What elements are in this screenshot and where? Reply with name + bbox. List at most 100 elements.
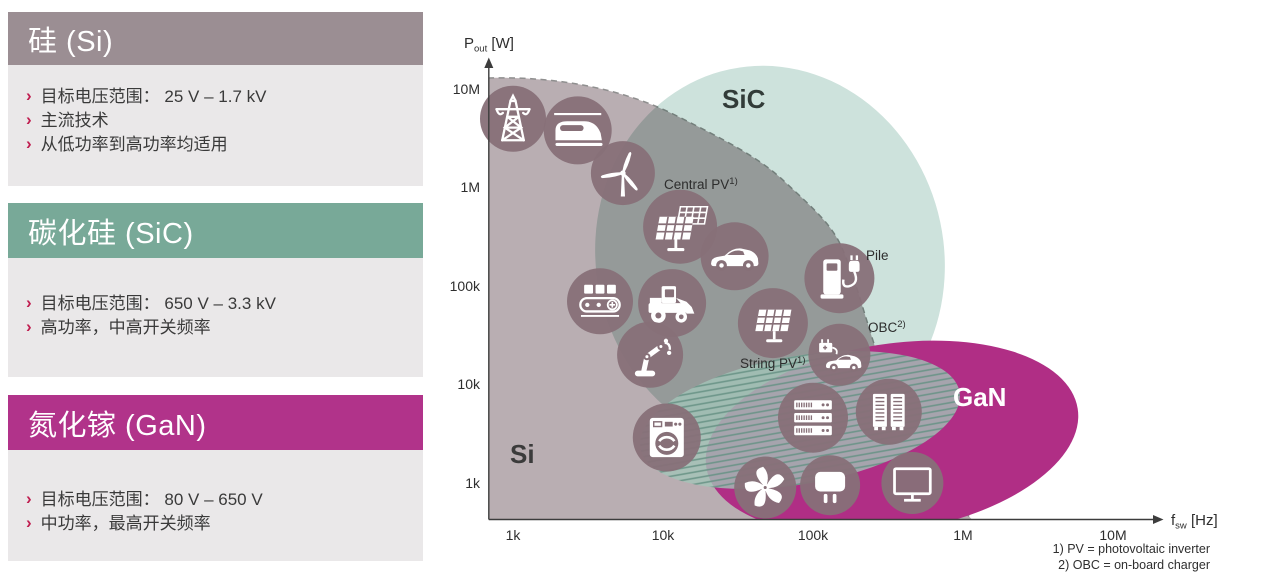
bullet-item: › 高功率，中高开关频率	[8, 316, 423, 340]
panel-gan: 氮化镓 (GaN) › 目标电压范围： 80 V – 650 V › 中功率，最高开关…	[8, 395, 423, 561]
bubble-fan	[734, 456, 797, 519]
electric-car-icon	[711, 248, 759, 271]
power-frequency-chart: Central PV1) String PV1) Pile OBC2) Si SiC …	[450, 0, 1267, 572]
y-tick-1k: 1k	[465, 475, 481, 491]
bullet-chevron-icon: ›	[26, 489, 32, 508]
solar-string-pv-icon	[755, 309, 792, 343]
x-tick-100k: 100k	[798, 527, 829, 543]
panel-sic-bullets: › 目标电压范围： 650 V – 3.3 kV › 高功率，中高开关频率	[8, 292, 423, 340]
bubble-labels: Central PV1) String PV1) Pile OBC2)	[664, 176, 906, 371]
x-tick-10M: 10M	[1099, 527, 1126, 543]
label-solar-string-pv: String PV1)	[740, 355, 805, 371]
y-tick-10k: 10k	[457, 376, 481, 392]
bubble-solar-central-pv	[643, 189, 718, 264]
solar-central-pv-icon	[655, 205, 709, 252]
y-axis-title: Pout [W]	[464, 35, 514, 55]
panel-gan-title: 氮化镓 (GaN)	[28, 409, 207, 442]
panel-gan-bullets: › 目标电压范围： 80 V – 650 V › 中功率，最高开关频率	[8, 488, 423, 536]
bullet-text: 目标电压范围： 650 V – 3.3 kV	[40, 294, 276, 313]
bullet-chevron-icon: ›	[26, 86, 32, 105]
bubble-circle	[855, 378, 922, 445]
bubble-charging-pile	[804, 243, 875, 314]
bullet-chevron-icon: ›	[26, 293, 32, 312]
label-charging-pile: Pile	[866, 248, 889, 263]
tv-monitor-icon	[893, 467, 932, 502]
footnote-2: 2) OBC = on-board charger	[1058, 558, 1210, 572]
y-tick-labels: 10M 1M 100k 10k 1k	[450, 81, 481, 491]
bubble-high-speed-train	[543, 96, 612, 165]
x-tick-labels: 1k 10k 100k 1M 10M	[506, 527, 1127, 543]
bubble-conveyor	[567, 268, 633, 335]
high-speed-train-icon	[554, 113, 603, 146]
panel-si-title: 硅 (Si)	[28, 25, 114, 58]
region-labels: Si SiC GaN	[510, 84, 1006, 469]
server-cabinet-icon	[872, 393, 905, 431]
label-solar-central-pv: Central PV1)	[664, 176, 738, 192]
bullet-text: 目标电压范围： 25 V – 1.7 kV	[40, 87, 267, 106]
footnotes: 1) PV = photovoltaic inverter 2) OBC = on…	[1053, 542, 1210, 572]
bullet-item: › 主流技术	[8, 109, 423, 133]
wheel-loader-icon	[648, 286, 695, 323]
label-region-gan: GaN	[953, 382, 1006, 412]
bubble-tv-monitor	[881, 452, 944, 514]
panel-sic: 碳化硅 (SiC) › 目标电压范围： 650 V – 3.3 kV › 高功率，中高…	[8, 203, 423, 377]
bullet-text: 目标电压范围： 80 V – 650 V	[40, 490, 263, 509]
fan-icon	[744, 466, 785, 507]
x-axis-arrow-icon	[1153, 515, 1164, 524]
panel-si-bullets: › 目标电压范围： 25 V – 1.7 kV › 主流技术 › 从低功率到高功率均适用	[8, 85, 423, 157]
bubble-solar-string-pv	[737, 288, 808, 359]
bubble-wheel-loader	[638, 269, 707, 338]
legend-panels: 硅 (Si) › 目标电压范围： 25 V – 1.7 kV › 主流技术 › 从低功率到…	[0, 0, 440, 584]
power-adapter-icon	[815, 471, 846, 504]
bubble-on-board-charger	[808, 323, 871, 386]
bubble-server-rack	[778, 382, 848, 453]
bubble-robot-arm	[617, 321, 684, 388]
on-board-charger-icon	[819, 339, 862, 372]
x-tick-10k: 10k	[652, 527, 676, 543]
bubble-circle	[480, 85, 546, 152]
axes	[484, 57, 1164, 524]
bubble-circle	[567, 268, 633, 335]
conveyor-icon	[579, 284, 621, 317]
robot-arm-icon	[634, 338, 672, 377]
bullet-chevron-icon: ›	[26, 134, 32, 153]
chart-area: Central PV1) String PV1) Pile OBC2) Si SiC …	[440, 0, 1267, 584]
server-rack-icon	[794, 400, 832, 436]
panel-sic-body: › 目标电压范围： 650 V – 3.3 kV › 高功率，中高开关频率	[8, 258, 423, 377]
bullet-item: › 目标电压范围： 650 V – 3.3 kV	[8, 292, 423, 316]
charging-pile-icon	[820, 255, 860, 299]
bullet-text: 主流技术	[40, 111, 109, 130]
wind-turbine-icon	[600, 151, 638, 197]
bullet-item: › 中功率，最高开关频率	[8, 512, 423, 536]
label-region-si: Si	[510, 439, 535, 469]
bubble-circle	[881, 452, 944, 514]
bubble-circle	[808, 323, 871, 386]
bubble-washing-machine	[632, 403, 701, 472]
application-bubbles	[480, 85, 944, 519]
panel-sic-header: 碳化硅 (SiC)	[8, 203, 423, 258]
bullet-chevron-icon: ›	[26, 513, 32, 532]
panel-gan-body: › 目标电压范围： 80 V – 650 V › 中功率，最高开关频率	[8, 450, 423, 561]
panel-si-header: 硅 (Si)	[8, 12, 423, 65]
bullet-item: › 从低功率到高功率均适用	[8, 133, 423, 157]
footnote-1: 1) PV = photovoltaic inverter	[1053, 542, 1210, 556]
bubble-power-adapter	[800, 455, 861, 516]
panel-sic-title: 碳化硅 (SiC)	[28, 217, 194, 250]
bullet-text: 从低功率到高功率均适用	[40, 135, 228, 154]
bullet-text: 中功率，最高开关频率	[40, 514, 211, 533]
bubble-wind-turbine	[590, 141, 655, 206]
panel-si-body: › 目标电压范围： 25 V – 1.7 kV › 主流技术 › 从低功率到高功率均适用	[8, 65, 423, 186]
y-tick-100k: 100k	[450, 278, 481, 294]
label-on-board-charger: OBC2)	[868, 319, 906, 335]
y-tick-1M: 1M	[461, 179, 480, 195]
bullet-chevron-icon: ›	[26, 110, 32, 129]
bullet-item: › 目标电压范围： 25 V – 1.7 kV	[8, 85, 423, 109]
bubble-server-cabinet	[855, 378, 922, 445]
panel-si: 硅 (Si) › 目标电压范围： 25 V – 1.7 kV › 主流技术 › 从低功率到…	[8, 12, 423, 186]
x-tick-1M: 1M	[953, 527, 972, 543]
bubble-electric-car	[700, 222, 769, 291]
x-tick-1k: 1k	[506, 527, 522, 543]
y-tick-10M: 10M	[453, 81, 480, 97]
bubble-transmission-tower	[480, 85, 546, 152]
